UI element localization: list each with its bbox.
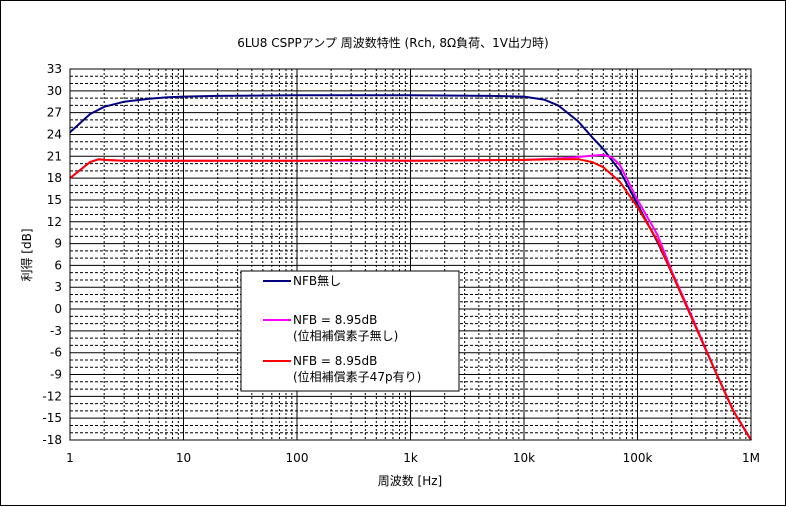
x-axis-label: 周波数 [Hz] <box>378 473 443 488</box>
y-tick-label: -9 <box>50 368 62 382</box>
y-tick-label: 0 <box>54 302 62 316</box>
series-line-3 <box>69 158 752 441</box>
y-tick-label: -12 <box>42 389 62 403</box>
y-tick-label: 27 <box>47 106 62 120</box>
y-tick-label: 30 <box>47 84 62 98</box>
y-tick-label: 12 <box>47 215 62 229</box>
x-tick-label: 10 <box>176 451 191 465</box>
y-tick-label: 3 <box>54 280 62 294</box>
y-tick-label: -6 <box>50 346 62 360</box>
legend-box <box>240 270 460 392</box>
y-tick-label: 9 <box>54 237 62 251</box>
chart-title: 6LU8 CSPPアンプ 周波数特性 (Rch, 8Ω負荷、1V出力時) <box>237 35 548 50</box>
x-tick-label: 1k <box>403 451 418 465</box>
y-tick-label: 21 <box>47 149 62 163</box>
y-tick-label: -15 <box>42 411 62 425</box>
x-tick-label: 1 <box>66 451 74 465</box>
legend-label-1: NFB無し <box>293 273 341 288</box>
y-tick-label: 15 <box>47 193 62 207</box>
x-tick-label: 100k <box>623 451 653 465</box>
x-tick-label: 1M <box>742 451 760 465</box>
y-tick-label: -18 <box>42 433 62 447</box>
legend-label-2: (位相補償素子無し) <box>293 328 398 343</box>
x-tick-label: 10k <box>513 451 535 465</box>
y-axis-label: 利得 [dB] <box>19 228 34 281</box>
legend-label-3: (位相補償素子47p有り) <box>293 369 421 384</box>
legend-label-3: NFB = 8.95dB <box>293 354 377 368</box>
y-tick-label: 6 <box>54 258 62 272</box>
y-tick-label: 24 <box>47 127 62 141</box>
y-tick-label: 33 <box>47 62 62 76</box>
plot-border <box>69 68 752 441</box>
x-tick-label: 100 <box>286 451 309 465</box>
legend-label-2: NFB = 8.95dB <box>293 313 377 327</box>
y-tick-label: 18 <box>47 171 62 185</box>
y-tick-label: -3 <box>50 324 62 338</box>
